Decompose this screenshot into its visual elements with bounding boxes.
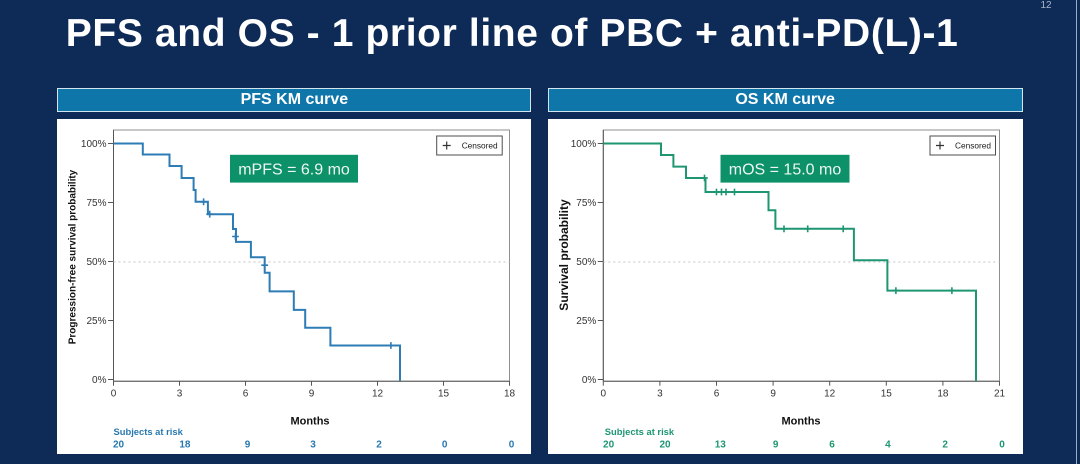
- svg-text:21: 21: [994, 389, 1006, 400]
- svg-text:Months: Months: [290, 416, 329, 428]
- svg-text:mOS = 15.0 mo: mOS = 15.0 mo: [729, 162, 842, 179]
- svg-text:9: 9: [245, 440, 251, 451]
- svg-text:2: 2: [376, 440, 382, 451]
- svg-text:Censored: Censored: [955, 141, 991, 151]
- svg-text:15: 15: [881, 389, 893, 400]
- svg-text:13: 13: [715, 440, 727, 451]
- svg-text:4: 4: [885, 440, 891, 451]
- svg-text:0: 0: [111, 389, 117, 400]
- svg-text:0%: 0%: [92, 375, 107, 386]
- svg-text:9: 9: [773, 440, 779, 451]
- svg-text:12: 12: [824, 389, 836, 400]
- svg-text:6: 6: [243, 389, 249, 400]
- svg-text:15: 15: [438, 389, 450, 400]
- svg-text:100%: 100%: [81, 139, 107, 150]
- svg-text:Survival probability: Survival probability: [557, 199, 571, 311]
- svg-text:75%: 75%: [86, 198, 106, 209]
- svg-text:9: 9: [309, 389, 315, 400]
- svg-text:2: 2: [942, 440, 948, 451]
- svg-text:6: 6: [829, 440, 835, 451]
- svg-text:mPFS = 6.9 mo: mPFS = 6.9 mo: [238, 162, 350, 179]
- svg-text:0: 0: [601, 389, 607, 400]
- svg-text:Subjects at risk: Subjects at risk: [605, 426, 675, 437]
- svg-text:Censored: Censored: [462, 141, 498, 151]
- svg-text:9: 9: [770, 389, 776, 400]
- svg-text:25%: 25%: [86, 316, 106, 327]
- svg-text:18: 18: [179, 440, 191, 451]
- svg-text:0: 0: [442, 440, 448, 451]
- svg-text:Months: Months: [781, 416, 820, 428]
- svg-text:Progression-free survival prob: Progression-free survival probability: [68, 169, 79, 344]
- svg-text:50%: 50%: [86, 257, 106, 268]
- svg-text:50%: 50%: [576, 257, 596, 268]
- svg-text:6: 6: [714, 389, 720, 400]
- svg-text:0%: 0%: [582, 375, 597, 386]
- svg-text:20: 20: [659, 440, 671, 451]
- svg-text:3: 3: [310, 440, 316, 451]
- svg-text:12: 12: [372, 389, 384, 400]
- svg-text:0: 0: [509, 440, 515, 451]
- svg-text:18: 18: [504, 389, 516, 400]
- svg-text:75%: 75%: [576, 198, 596, 209]
- svg-text:0: 0: [999, 440, 1005, 451]
- svg-text:3: 3: [657, 389, 663, 400]
- svg-text:25%: 25%: [576, 316, 596, 327]
- svg-text:20: 20: [113, 440, 125, 451]
- svg-text:18: 18: [937, 389, 949, 400]
- svg-text:100%: 100%: [571, 139, 597, 150]
- svg-text:20: 20: [603, 440, 615, 451]
- svg-text:Subjects at risk: Subjects at risk: [114, 426, 184, 437]
- svg-text:3: 3: [177, 389, 183, 400]
